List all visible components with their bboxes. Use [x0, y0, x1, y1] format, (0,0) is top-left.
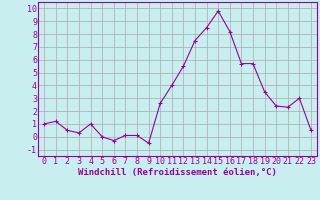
X-axis label: Windchill (Refroidissement éolien,°C): Windchill (Refroidissement éolien,°C) — [78, 168, 277, 177]
